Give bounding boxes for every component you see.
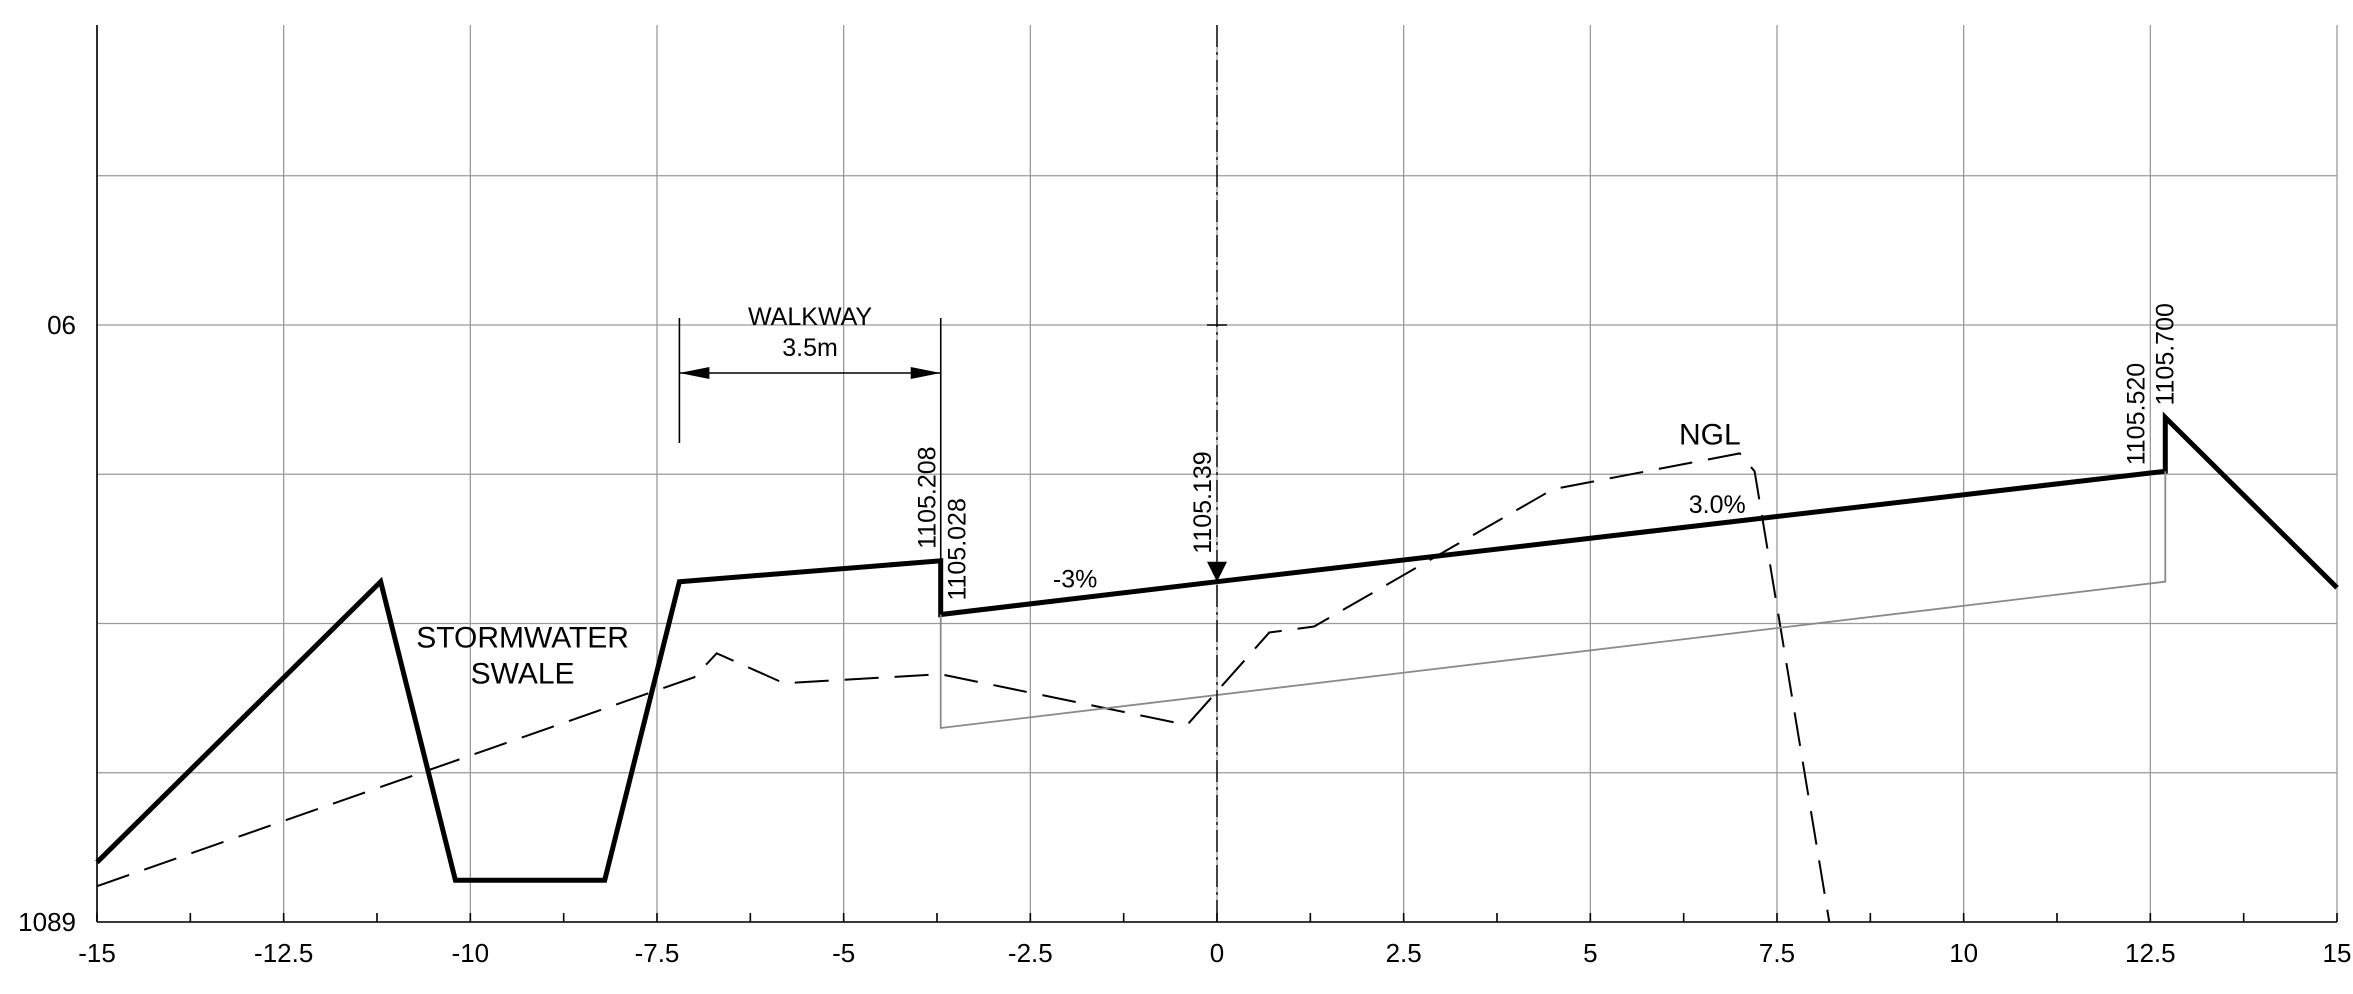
series-layer [95, 411, 2339, 923]
x-tick-label: 5 [1583, 938, 1597, 968]
walkway-arrow-left [679, 367, 710, 379]
swale-label-line1: STORMWATER [416, 621, 629, 654]
x-tick-label: 7.5 [1759, 938, 1795, 968]
x-tick-label: 0 [1210, 938, 1224, 968]
elevation-marker-arrow [1207, 561, 1227, 582]
elevation-label: 1105.700 [2151, 303, 2179, 405]
series-subgrade-line [939, 471, 2167, 730]
axes: -15 -12.5 -10 -7.5 -5 -2.5 0 2.5 5 7.5 10 12.5 15 06 1… [18, 25, 2351, 968]
x-tick-label: 10 [1949, 938, 1978, 968]
elevation-label: 1105.139 [1189, 451, 1217, 553]
x-tick-label: -12.5 [254, 938, 313, 968]
y-tick-label: 1089 [18, 907, 76, 937]
slope-right-label: 3.0% [1689, 491, 1746, 519]
x-tick-label: 15 [2323, 938, 2352, 968]
slope-left-label: -3% [1053, 566, 1097, 594]
walkway-width-label: 3.5m [782, 334, 838, 362]
x-tick-label: -15 [78, 938, 116, 968]
elevation-label: 1105.520 [2122, 363, 2150, 465]
series-ngl-line [96, 452, 1831, 923]
x-minor-ticks [96, 913, 2338, 922]
x-tick-label: -10 [452, 938, 490, 968]
x-tick-label: -5 [832, 938, 855, 968]
elevation-label: 1105.028 [944, 498, 972, 600]
x-tick-label: -2.5 [1008, 938, 1053, 968]
series-design-line [95, 411, 2339, 883]
y-tick-label: 06 [47, 310, 76, 340]
walkway-arrow-right [910, 367, 941, 379]
ngl-label: NGL [1679, 418, 1741, 451]
walkway-label: WALKWAY [748, 303, 872, 331]
x-tick-label: 12.5 [2125, 938, 2176, 968]
swale-label-line2: SWALE [471, 657, 575, 690]
elevation-label: 1105.208 [914, 446, 942, 548]
x-tick-label: -7.5 [635, 938, 680, 968]
x-tick-label: 2.5 [1386, 938, 1422, 968]
